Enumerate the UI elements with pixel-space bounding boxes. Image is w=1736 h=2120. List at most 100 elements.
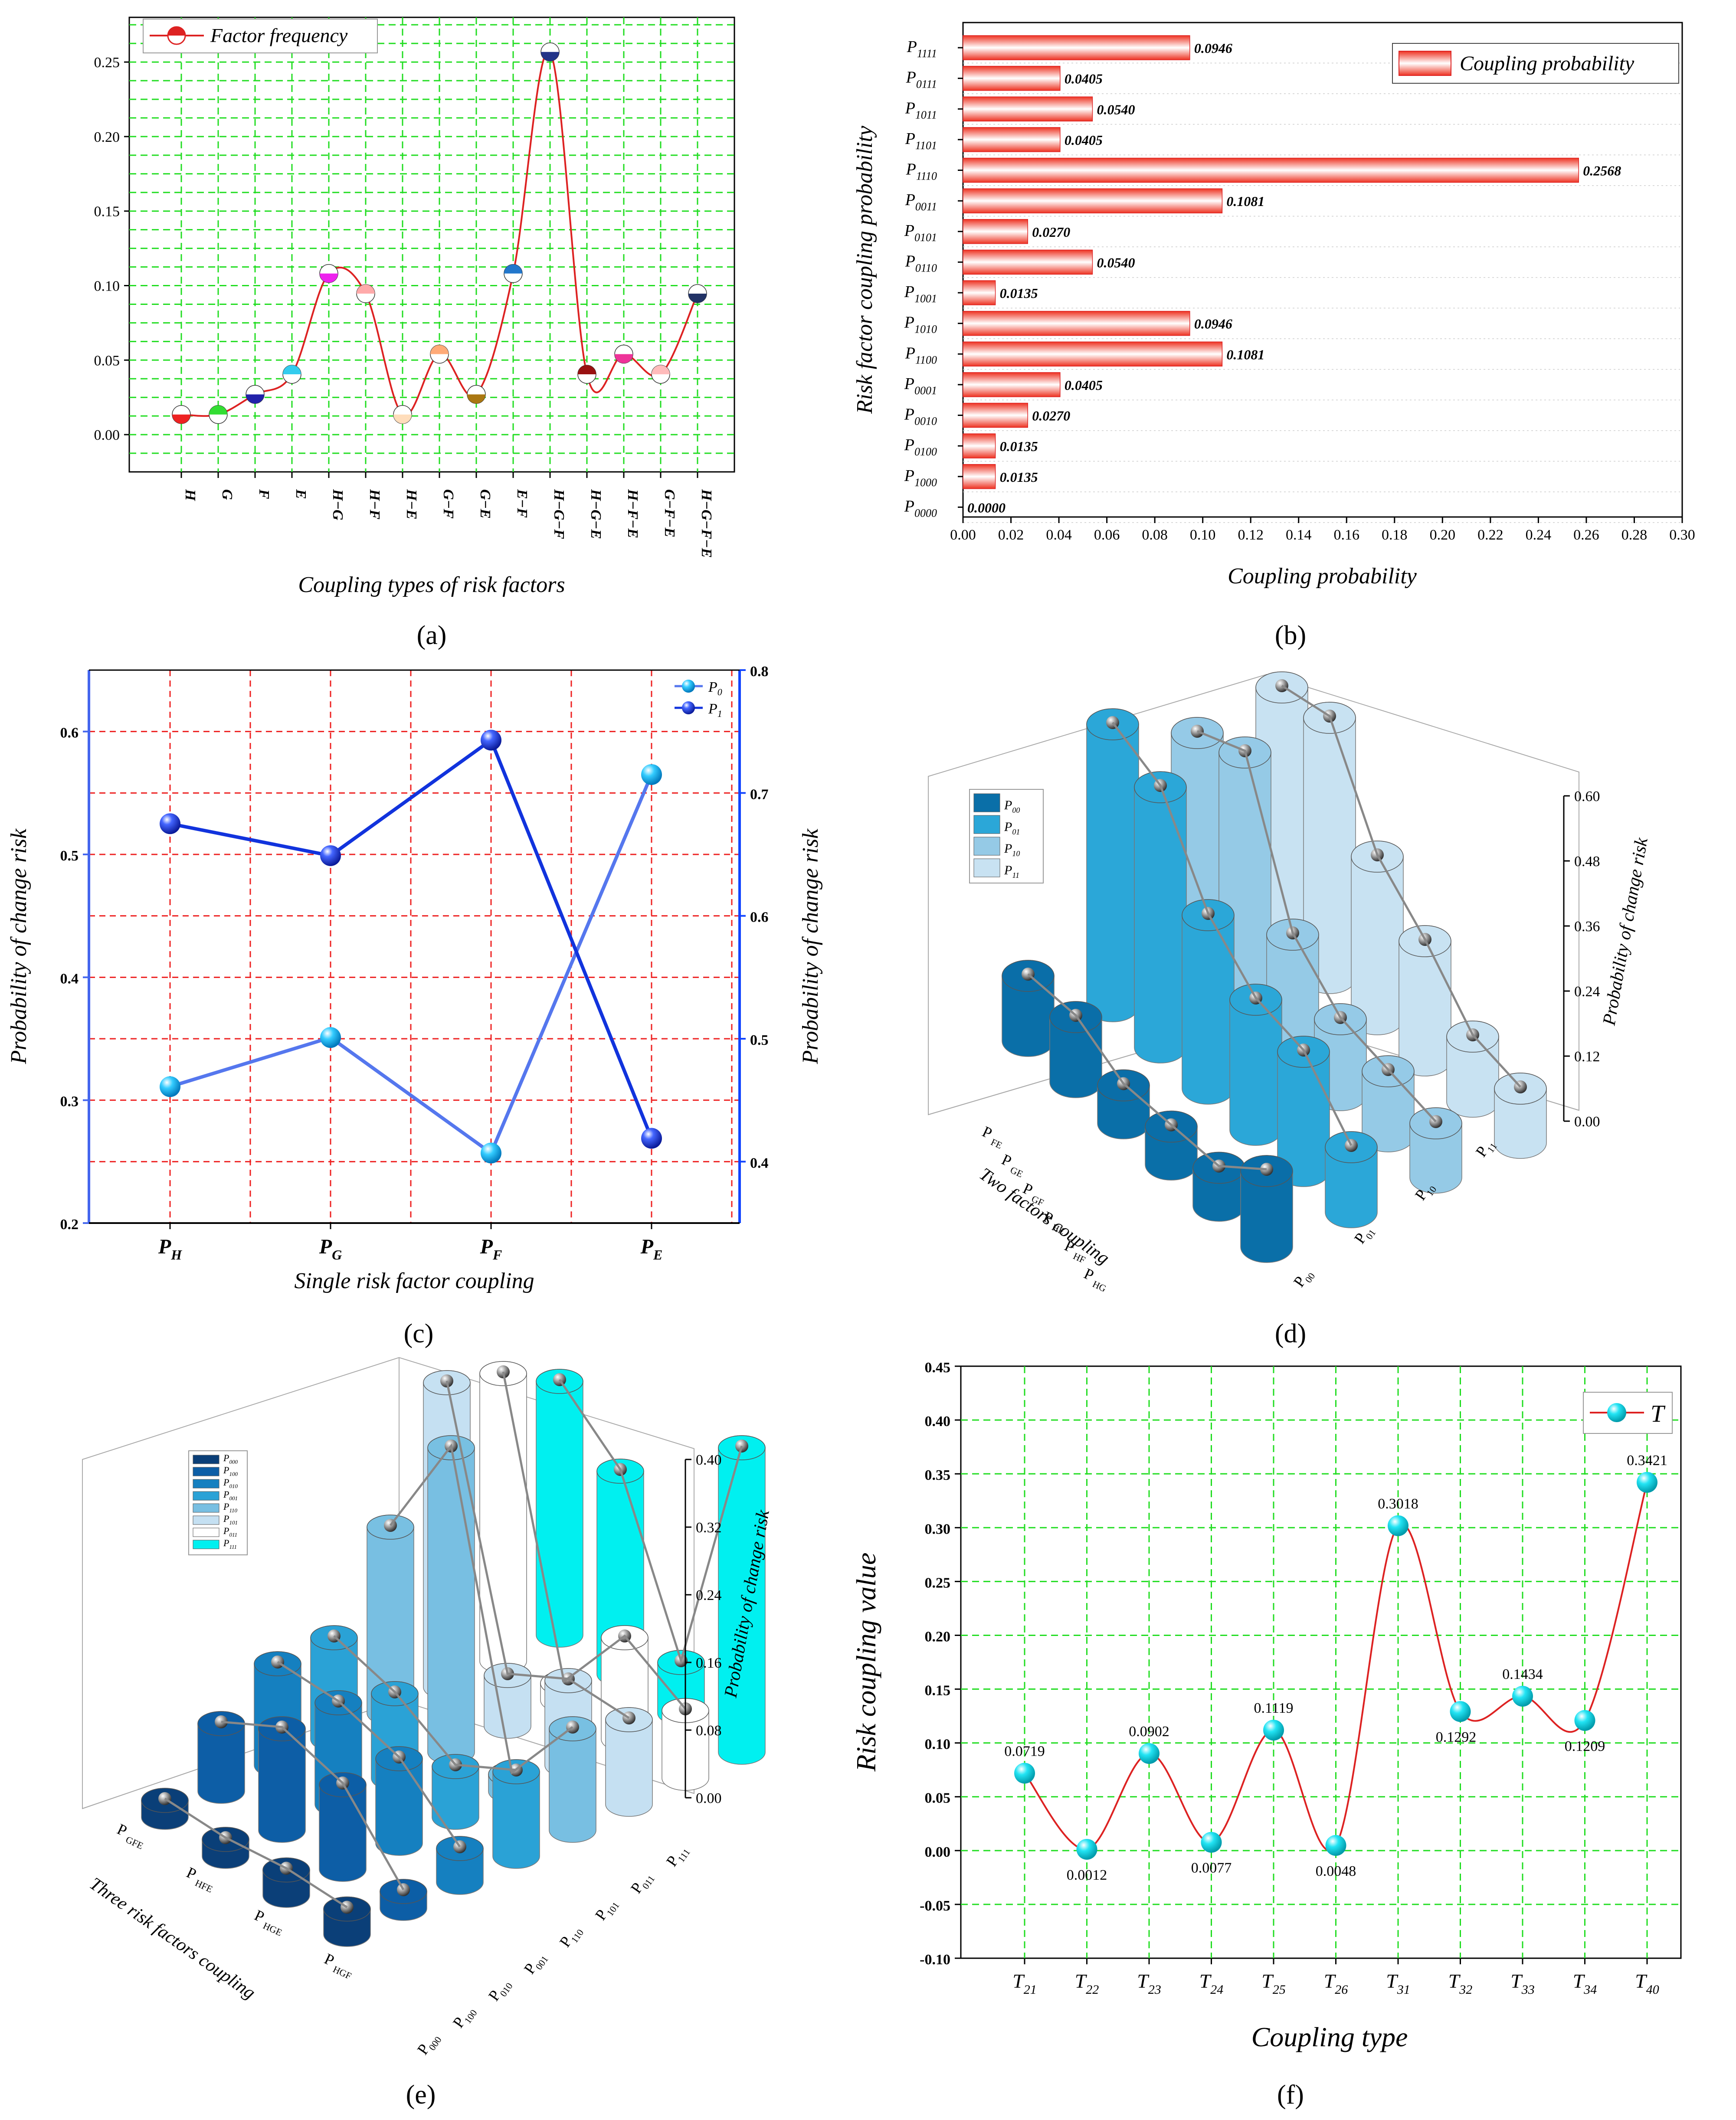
panel-c-p1-point — [320, 845, 341, 866]
panel-d-series-axis-label: P00 — [1290, 1265, 1317, 1292]
panel-a-y-tick-label: 0.25 — [94, 55, 120, 71]
panel-f-data-point — [1450, 1701, 1471, 1722]
panel-f-x-tick-label: T21 — [1012, 1970, 1037, 1997]
panel-f-y-tick-label: 0.10 — [925, 1737, 951, 1753]
panel-f-data-point — [1325, 1835, 1346, 1856]
panel-f-x-tick-label: T32 — [1448, 1970, 1473, 1997]
panel-f-x-tick-label: T33 — [1510, 1970, 1535, 1997]
panel-d-legend-label: P11 — [1004, 863, 1019, 880]
panel-e-legend-box — [188, 1450, 248, 1555]
panel-f-caption: (f) — [1277, 2080, 1304, 2110]
panel-e-category-label: P GFE — [113, 1820, 149, 1852]
panel-b-y-tick-label: P0111 — [906, 69, 937, 91]
panel-d-bar — [1145, 1110, 1198, 1181]
panel-a-data-point — [577, 365, 596, 384]
panel-b-bar-value-label: 0.0946 — [1194, 316, 1232, 332]
panel-e-z-tick-label: 0.08 — [696, 1723, 722, 1739]
panel-a-y-tick-label: 0.15 — [94, 204, 120, 220]
panel-a-y-tick-label: 0.05 — [94, 353, 120, 369]
panel-b-bar-value-label: 0.0405 — [1065, 71, 1103, 87]
panel-b-y-axis-title: Risk factor coupling probability — [852, 125, 877, 414]
panel-c-series-p1-line — [170, 737, 653, 1139]
panel-e-bar — [479, 1361, 527, 1674]
panel-b-x-tick-label: 0.02 — [998, 527, 1024, 543]
panel-e-series-line — [558, 1379, 743, 1665]
panel-b-x-tick-label: 0.28 — [1621, 527, 1648, 543]
panel-b-bar-value-label: 0.0135 — [1000, 469, 1038, 485]
panel-f-x-tick-label: T31 — [1386, 1970, 1410, 1997]
panel-f-data-label: 0.0012 — [1067, 1867, 1107, 1883]
panel-b-bar — [963, 219, 1028, 244]
panel-a-y-tick-label: 0.00 — [94, 427, 120, 443]
panel-e-series-axis-label: P101 — [592, 1894, 622, 1925]
panel-e-legend-label: P110 — [223, 1501, 237, 1514]
panel-c-left-tick-label: 0.4 — [60, 971, 79, 987]
panel-e-series-line — [502, 1371, 686, 1710]
panel-e-legend-swatch — [193, 1491, 219, 1501]
panel-e-z-tick-label: 0.16 — [696, 1655, 722, 1671]
panel-e-legend-label: P111 — [223, 1538, 237, 1550]
panel-b-bar — [963, 433, 996, 458]
panel-a-caption: (a) — [417, 621, 447, 650]
panel-b-legend: Coupling probability — [1392, 43, 1679, 84]
panel-d-x-axis-title: Two factors coupling — [976, 1164, 1113, 1269]
panel-a-data-point — [356, 284, 375, 303]
panel-e-legend-label: P101 — [223, 1513, 238, 1526]
panel-f-data-point — [1263, 1720, 1284, 1741]
panel-d-category-label: P HG — [1080, 1265, 1112, 1294]
panel-b-x-tick-label: 0.00 — [950, 527, 976, 543]
panel-c-legend-p0: P0 — [708, 679, 722, 697]
panel-b-bar — [963, 402, 1028, 428]
panel-c-p0-point — [481, 1142, 501, 1164]
panel-e-bar — [536, 1369, 583, 1648]
panel-a-x-tick-label: G−E — [477, 489, 493, 519]
panel-a-legend: Factor frequency — [143, 19, 378, 53]
panel-d-bar — [1229, 984, 1282, 1146]
panel-b-bar-row: 0.0135 P1001 — [904, 280, 1682, 309]
panel-c-caption: (c) — [404, 1319, 434, 1348]
panel-e-series-axis-label: P001 — [521, 1948, 550, 1979]
panel-b-bar-value-label: 0.1081 — [1226, 193, 1264, 209]
panel-d-category-label: P FE — [978, 1122, 1008, 1151]
panel-d-z-tick-label: 0.12 — [1574, 1049, 1600, 1065]
panel-a-data-point — [467, 385, 486, 404]
panel-d-legend-swatch — [973, 815, 1000, 834]
panel-d-two-factor-3d-chart: 0.000.120.240.360.480.60P FEP GEP GFP HE… — [928, 671, 1652, 1348]
panel-a-x-tick-label: H−G — [330, 489, 346, 520]
panel-c-right-tick-label: 0.8 — [750, 664, 769, 680]
panel-b-caption: (b) — [1275, 621, 1306, 650]
panel-f-x-tick-label: T40 — [1635, 1970, 1659, 1997]
panel-f-x-tick-label: T26 — [1324, 1970, 1348, 1997]
panel-f-data-point — [1388, 1515, 1408, 1536]
panel-d-bar — [1351, 841, 1404, 1035]
panel-b-bar-value-label: 0.0540 — [1097, 255, 1135, 270]
panel-c-right-axis-title: Probability of change risk — [798, 828, 823, 1064]
panel-b-x-tick-label: 0.08 — [1142, 527, 1168, 543]
panel-d-legend-swatch — [973, 837, 1000, 856]
panel-a-y-tick-label: 0.10 — [94, 278, 120, 294]
panel-e-bar — [718, 1435, 766, 1765]
panel-b-bar-row: 0.1081 P0011 — [905, 188, 1682, 217]
panel-b-y-tick-label: P1000 — [904, 467, 937, 489]
panel-e-three-factor-3d-chart: 0.00 0.08 0.16 0.24 0.32 0.40 P GFE P HFE P HGE P… — [82, 1357, 773, 2110]
panel-a-x-tick-label: H−E — [403, 489, 419, 520]
panel-a-x-tick-label: H−F — [367, 489, 383, 520]
panel-e-bar — [492, 1759, 540, 1869]
panel-e-legend-swatch — [193, 1528, 219, 1537]
panel-b-y-tick-label: P0110 — [905, 252, 937, 274]
panel-b-bar-row: 0.0946 P1010 — [904, 311, 1682, 339]
panel-b-bar-value-label: 0.1081 — [1226, 347, 1264, 362]
panel-e-z-tick-label: 0.40 — [696, 1452, 722, 1468]
panel-f-y-tick-label: 0.35 — [925, 1467, 951, 1483]
panel-f-data-label: 0.1119 — [1254, 1700, 1294, 1716]
panel-a-y-tick-label: 0.20 — [94, 129, 120, 145]
panel-b-bar — [963, 341, 1223, 366]
panel-b-x-tick-label: 0.22 — [1477, 527, 1503, 543]
panel-a-data-point — [614, 344, 633, 364]
panel-f-x-tick-label: T34 — [1573, 1970, 1597, 1997]
panel-e-bar — [436, 1836, 484, 1895]
panel-c-x-axis-title: Single risk factor coupling — [294, 1269, 534, 1293]
panel-a-data-point — [209, 405, 228, 424]
panel-b-y-tick-label: P0010 — [904, 406, 937, 428]
panel-a-data-point — [651, 365, 670, 384]
